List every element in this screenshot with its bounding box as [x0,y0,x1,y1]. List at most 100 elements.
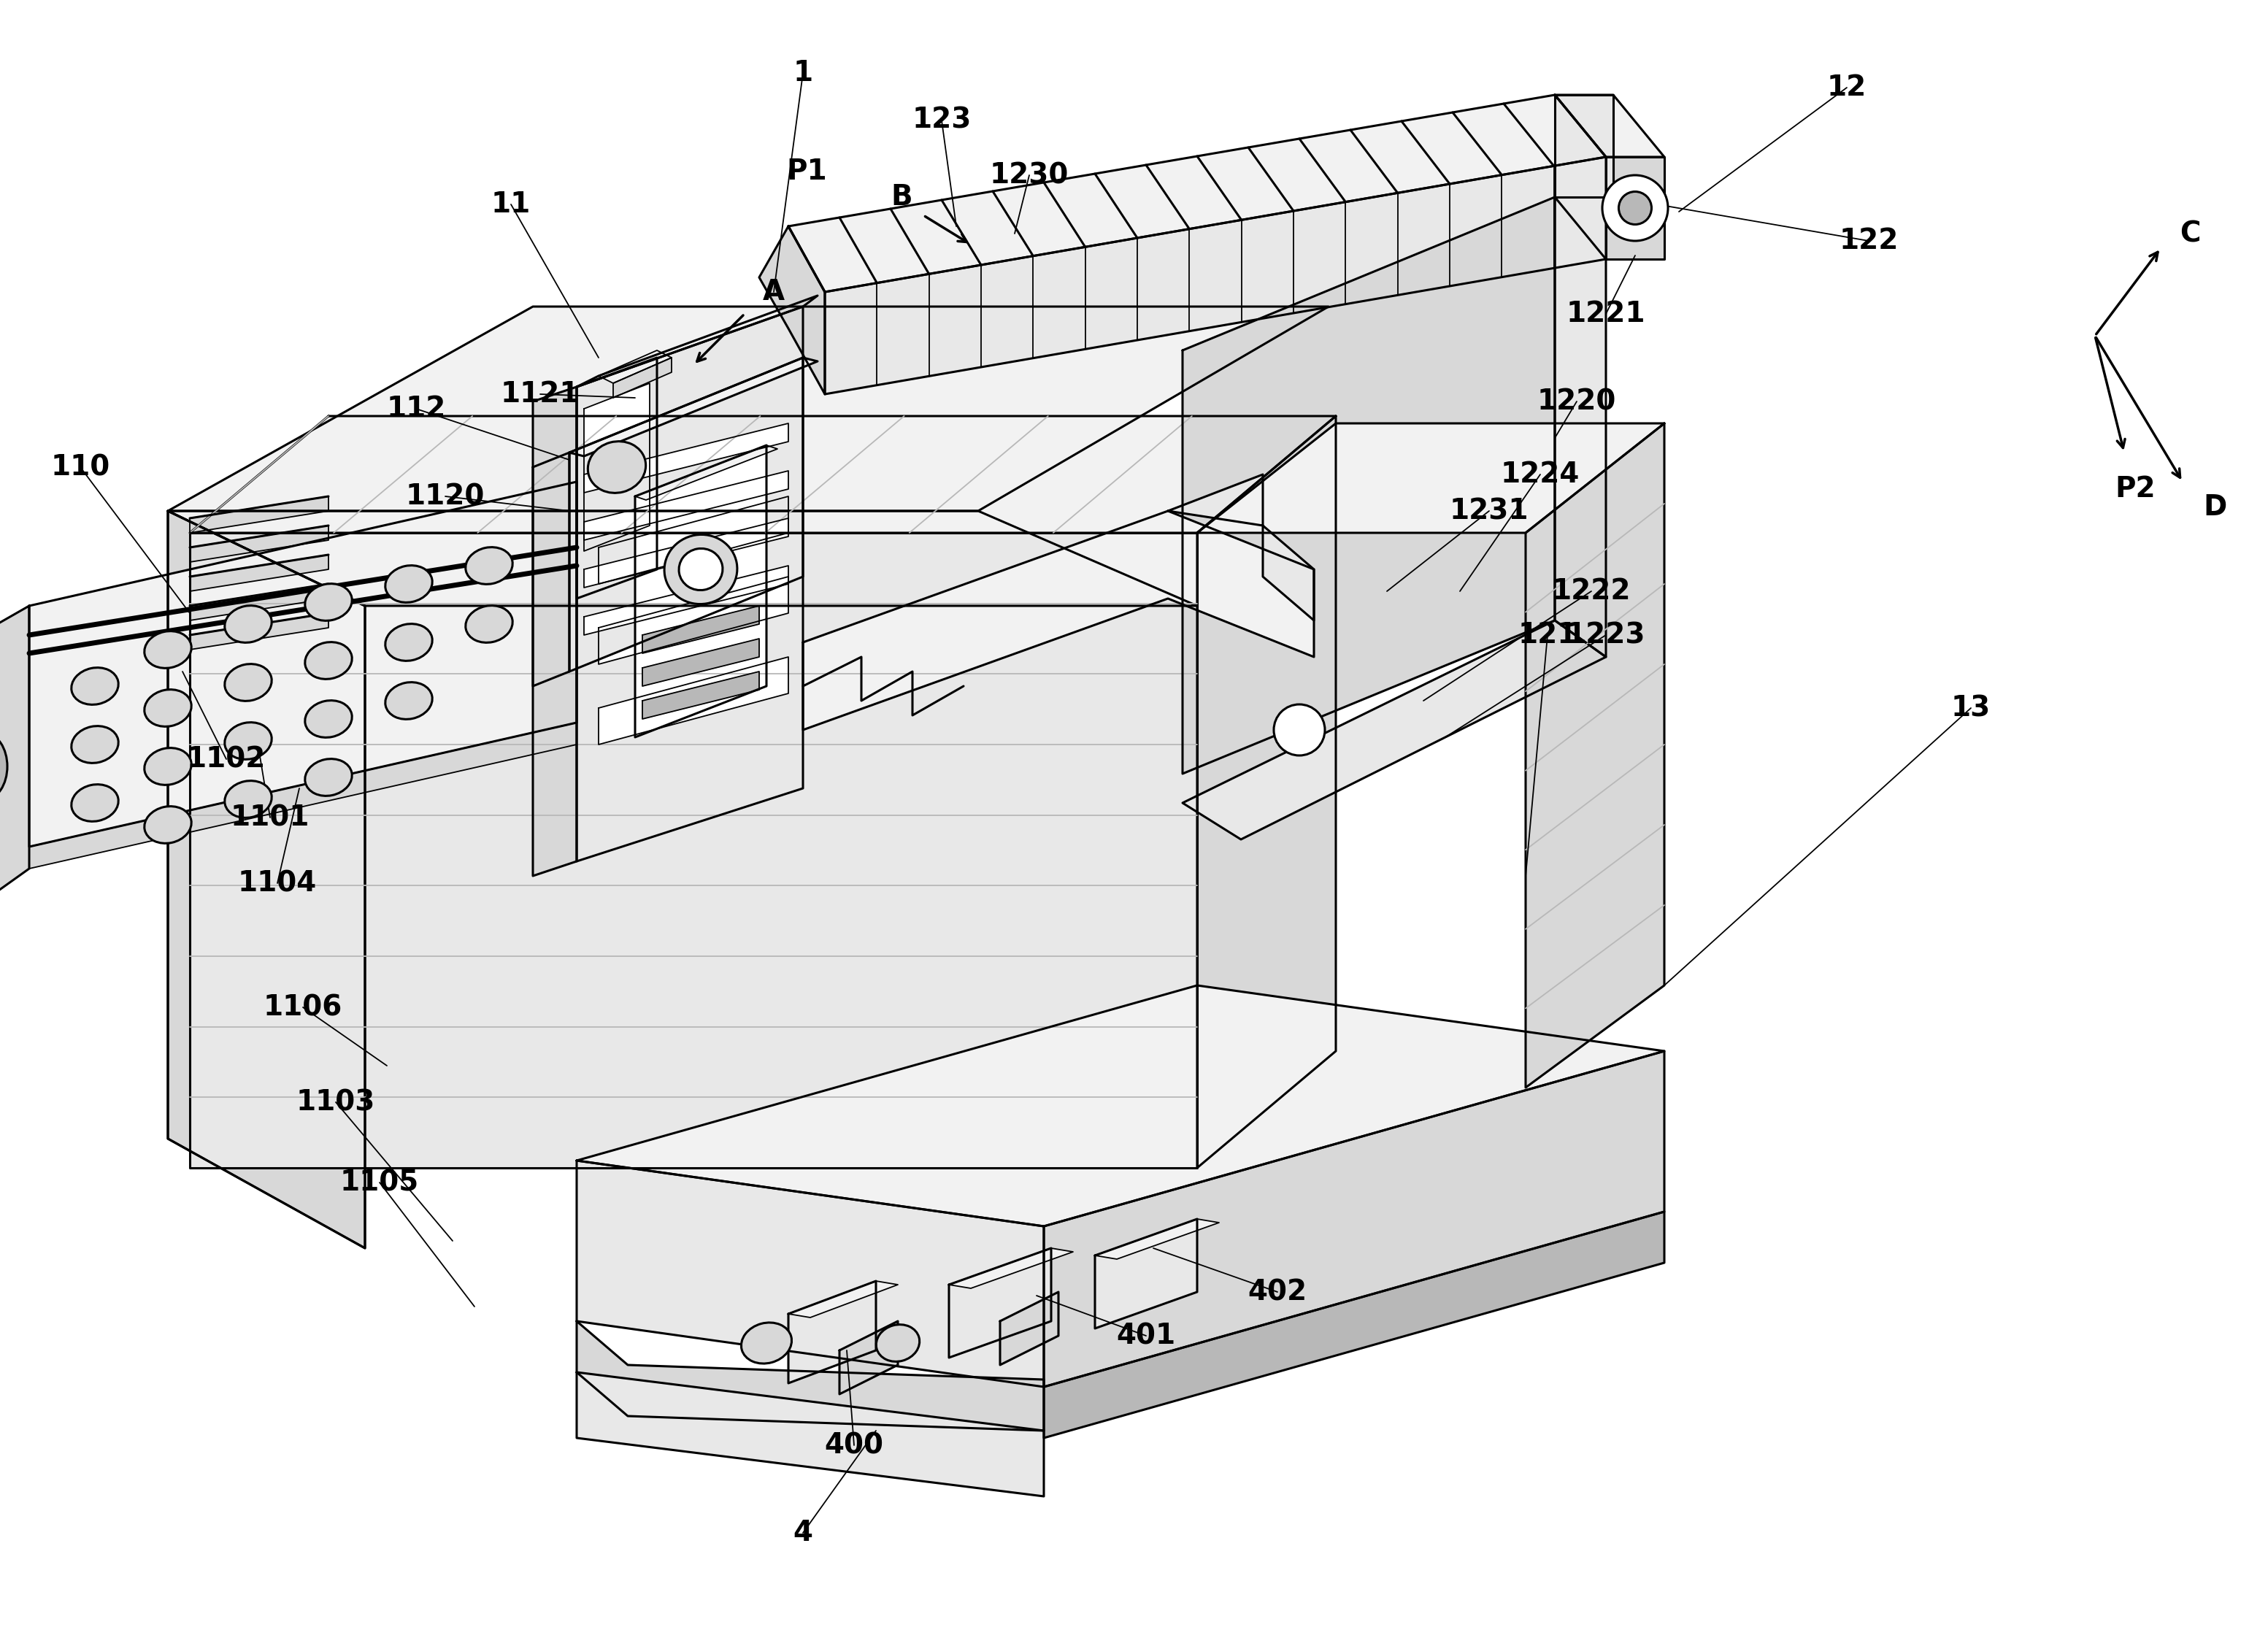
Ellipse shape [1601,176,1667,241]
Polygon shape [635,446,778,499]
Ellipse shape [742,1323,792,1363]
Polygon shape [642,639,760,687]
Polygon shape [599,496,789,584]
Polygon shape [576,358,658,599]
Text: 1101: 1101 [231,804,311,831]
Text: 1222: 1222 [1551,578,1631,605]
Polygon shape [583,470,789,540]
Ellipse shape [304,584,352,622]
Polygon shape [576,1321,1043,1430]
Text: 12: 12 [1828,73,1867,101]
Polygon shape [1095,1219,1218,1259]
Polygon shape [576,986,1665,1227]
Ellipse shape [145,748,191,784]
Text: 401: 401 [1116,1321,1175,1350]
Polygon shape [599,350,671,384]
Ellipse shape [225,605,272,643]
Polygon shape [789,1280,898,1318]
Polygon shape [29,722,576,869]
Polygon shape [533,387,576,875]
Text: 1121: 1121 [501,381,581,408]
Text: P1: P1 [787,158,828,185]
Polygon shape [168,511,365,1248]
Ellipse shape [225,664,272,701]
Polygon shape [789,94,1606,291]
Text: A: A [762,278,785,306]
Text: 400: 400 [826,1432,885,1459]
Polygon shape [191,417,1336,534]
Polygon shape [533,452,569,687]
Text: 1104: 1104 [238,869,318,896]
Text: 122: 122 [1839,228,1898,255]
Polygon shape [583,423,789,493]
Polygon shape [191,555,329,591]
Text: 112: 112 [386,395,447,423]
Polygon shape [191,613,329,649]
Ellipse shape [70,667,118,704]
Ellipse shape [678,548,723,591]
Polygon shape [576,306,803,861]
Polygon shape [29,482,576,846]
Ellipse shape [1619,192,1651,225]
Text: 11: 11 [492,190,531,218]
Ellipse shape [465,547,513,584]
Polygon shape [1182,197,1556,774]
Polygon shape [635,446,767,737]
Polygon shape [1556,94,1665,156]
Polygon shape [1198,417,1336,1168]
Text: 123: 123 [912,107,971,135]
Text: 110: 110 [50,454,109,482]
Polygon shape [191,496,329,534]
Polygon shape [1606,156,1665,259]
Polygon shape [168,306,1329,511]
Text: 1106: 1106 [263,994,342,1022]
Ellipse shape [587,441,646,493]
Polygon shape [583,566,789,635]
Polygon shape [642,605,760,654]
Polygon shape [826,156,1606,394]
Polygon shape [168,511,1198,605]
Ellipse shape [145,690,191,727]
Polygon shape [576,296,816,387]
Polygon shape [1168,475,1313,620]
Text: 402: 402 [1247,1279,1306,1306]
Text: 1223: 1223 [1567,622,1647,649]
Ellipse shape [145,631,191,669]
Polygon shape [583,384,649,552]
Ellipse shape [70,784,118,822]
Ellipse shape [304,701,352,737]
Polygon shape [599,576,789,664]
Text: 1102: 1102 [186,745,265,773]
Text: 1105: 1105 [340,1168,420,1196]
Text: 1221: 1221 [1567,299,1647,327]
Polygon shape [168,511,365,1248]
Ellipse shape [70,726,118,763]
Polygon shape [839,1321,898,1394]
Ellipse shape [304,643,352,678]
Polygon shape [569,358,816,456]
Ellipse shape [145,807,191,843]
Polygon shape [948,1248,1050,1357]
Text: 121: 121 [1517,622,1576,649]
Polygon shape [1526,423,1665,1087]
Text: 1220: 1220 [1538,387,1617,415]
Polygon shape [948,1248,1073,1289]
Polygon shape [191,584,329,620]
Ellipse shape [225,722,272,760]
Text: 1231: 1231 [1449,498,1529,526]
Polygon shape [576,1160,1043,1386]
Text: P2: P2 [2114,475,2155,503]
Ellipse shape [386,623,433,661]
Text: 1: 1 [794,59,812,86]
Polygon shape [1556,94,1613,197]
Text: 13: 13 [1950,695,1991,722]
Text: 4: 4 [794,1520,812,1547]
Ellipse shape [386,566,433,602]
Ellipse shape [1275,704,1325,755]
Polygon shape [803,511,1313,731]
Polygon shape [0,605,29,905]
Text: D: D [2204,493,2227,521]
Polygon shape [760,226,826,394]
Polygon shape [1043,1212,1665,1438]
Polygon shape [789,1280,875,1383]
